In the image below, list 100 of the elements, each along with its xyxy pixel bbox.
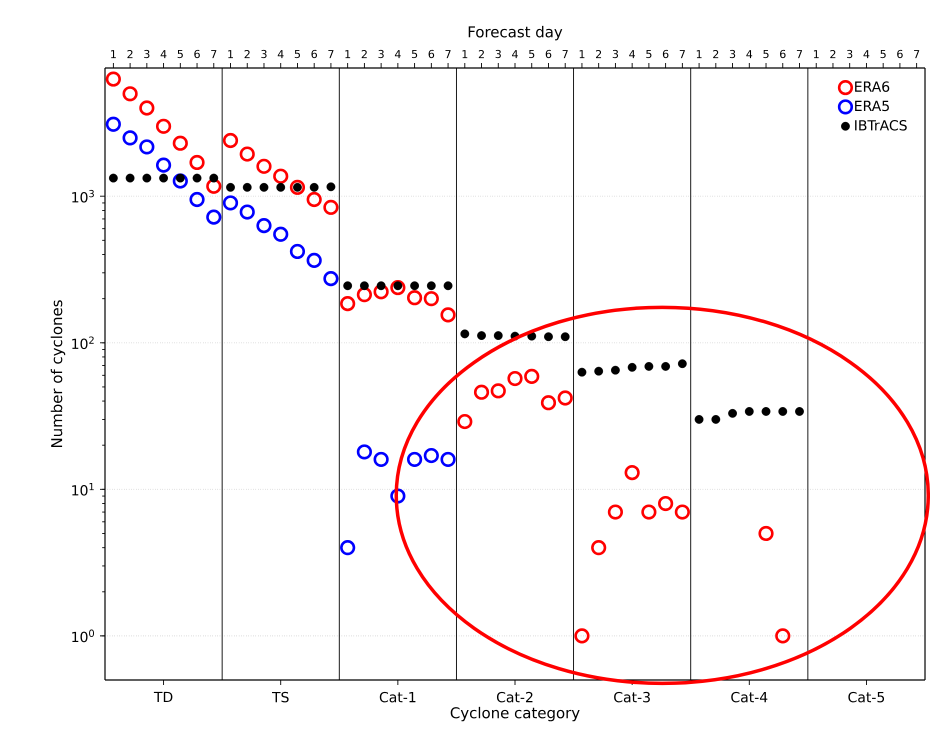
point xyxy=(323,271,339,286)
x-tick-label: 4 xyxy=(160,50,166,58)
x-tick-label: 7 xyxy=(680,50,685,58)
point xyxy=(758,526,774,542)
point xyxy=(273,168,288,184)
point xyxy=(343,281,352,290)
point xyxy=(306,192,322,208)
x-tick-label: 5 xyxy=(880,50,886,58)
point xyxy=(426,281,436,290)
point xyxy=(624,465,640,480)
point xyxy=(390,280,406,296)
point xyxy=(694,415,704,424)
x-tick-label: 5 xyxy=(412,50,418,58)
point xyxy=(226,182,235,192)
point xyxy=(762,407,770,416)
point xyxy=(222,132,238,148)
x-tick-label: 4 xyxy=(746,50,752,58)
point xyxy=(139,100,154,116)
point xyxy=(156,158,172,173)
point xyxy=(306,252,322,268)
x-tick-label: 7 xyxy=(328,50,334,58)
text: Cat-3 xyxy=(614,692,650,702)
point xyxy=(407,290,422,306)
point xyxy=(674,504,690,520)
point xyxy=(256,158,272,174)
point xyxy=(122,86,138,102)
point xyxy=(658,496,674,512)
point xyxy=(795,407,804,416)
x-tick-label: 7 xyxy=(445,50,451,58)
point xyxy=(260,182,268,192)
point xyxy=(457,414,472,430)
x-tick-label: 5 xyxy=(294,50,300,58)
y-axis-title: Number of cyclones xyxy=(50,300,66,448)
point xyxy=(256,218,272,234)
point xyxy=(728,408,737,418)
x-tick-label: 5 xyxy=(529,50,534,58)
y-tick-label: 10$^{0}$ xyxy=(72,630,94,642)
point xyxy=(440,307,456,322)
point xyxy=(558,390,573,406)
y-tick-label: 10$^{1}$ xyxy=(72,483,94,496)
x-tick-label: 1 xyxy=(814,50,819,58)
x-tick-label: 3 xyxy=(144,50,150,58)
point xyxy=(424,291,439,306)
point xyxy=(611,366,620,375)
point xyxy=(240,204,255,220)
x-tick-label: 6 xyxy=(662,50,668,58)
point xyxy=(376,281,386,290)
x-tick-label: 7 xyxy=(914,50,920,58)
text: TD xyxy=(154,692,172,702)
point xyxy=(410,281,419,290)
x-tick-label: 6 xyxy=(546,50,552,58)
text: Cat-5 xyxy=(848,692,884,702)
point xyxy=(775,628,790,644)
point xyxy=(628,362,637,372)
point xyxy=(106,71,121,87)
point xyxy=(407,452,422,468)
x-tick-label: 3 xyxy=(496,50,501,58)
point xyxy=(444,281,452,290)
x-tick-label: 1 xyxy=(462,50,468,58)
point xyxy=(142,174,152,182)
point xyxy=(460,329,470,338)
legend-label: ERA5 xyxy=(855,100,889,112)
point xyxy=(591,540,606,556)
x-tick-label: 3 xyxy=(730,50,736,58)
y-tick-label: 10$^{2}$ xyxy=(72,336,94,350)
x-tick-label: 4 xyxy=(512,50,518,58)
point xyxy=(156,118,172,134)
point xyxy=(374,452,389,468)
text: Cat-2 xyxy=(496,692,532,702)
x-tick-label: 2 xyxy=(478,50,484,58)
point xyxy=(206,210,222,225)
point xyxy=(356,287,372,302)
point xyxy=(139,139,154,155)
point xyxy=(356,444,372,460)
point xyxy=(242,182,252,192)
text: TS xyxy=(272,692,289,702)
point xyxy=(172,136,188,151)
point xyxy=(189,154,205,170)
point xyxy=(578,368,586,377)
x-tick-label: 5 xyxy=(178,50,183,58)
point xyxy=(594,366,604,376)
x-tick-label: 7 xyxy=(211,50,216,58)
x-tick-label: 5 xyxy=(763,50,769,58)
point xyxy=(172,173,188,189)
x-tick-label: 1 xyxy=(228,50,233,58)
x-tick-label: 1 xyxy=(580,50,584,58)
point xyxy=(209,174,218,182)
x-tick-label: 2 xyxy=(830,50,836,58)
point xyxy=(159,174,168,182)
point xyxy=(490,383,506,398)
x-tick-label: 3 xyxy=(378,50,384,58)
point xyxy=(374,284,389,300)
x-tick-label: 3 xyxy=(612,50,618,58)
y-tick-label: 10$^{3}$ xyxy=(72,190,94,203)
x-tick-label: 6 xyxy=(780,50,786,58)
legend-label: ERA6 xyxy=(855,81,890,92)
point xyxy=(744,407,754,416)
point xyxy=(424,448,439,464)
point xyxy=(477,331,486,340)
x-tick-label: 1 xyxy=(696,50,702,58)
